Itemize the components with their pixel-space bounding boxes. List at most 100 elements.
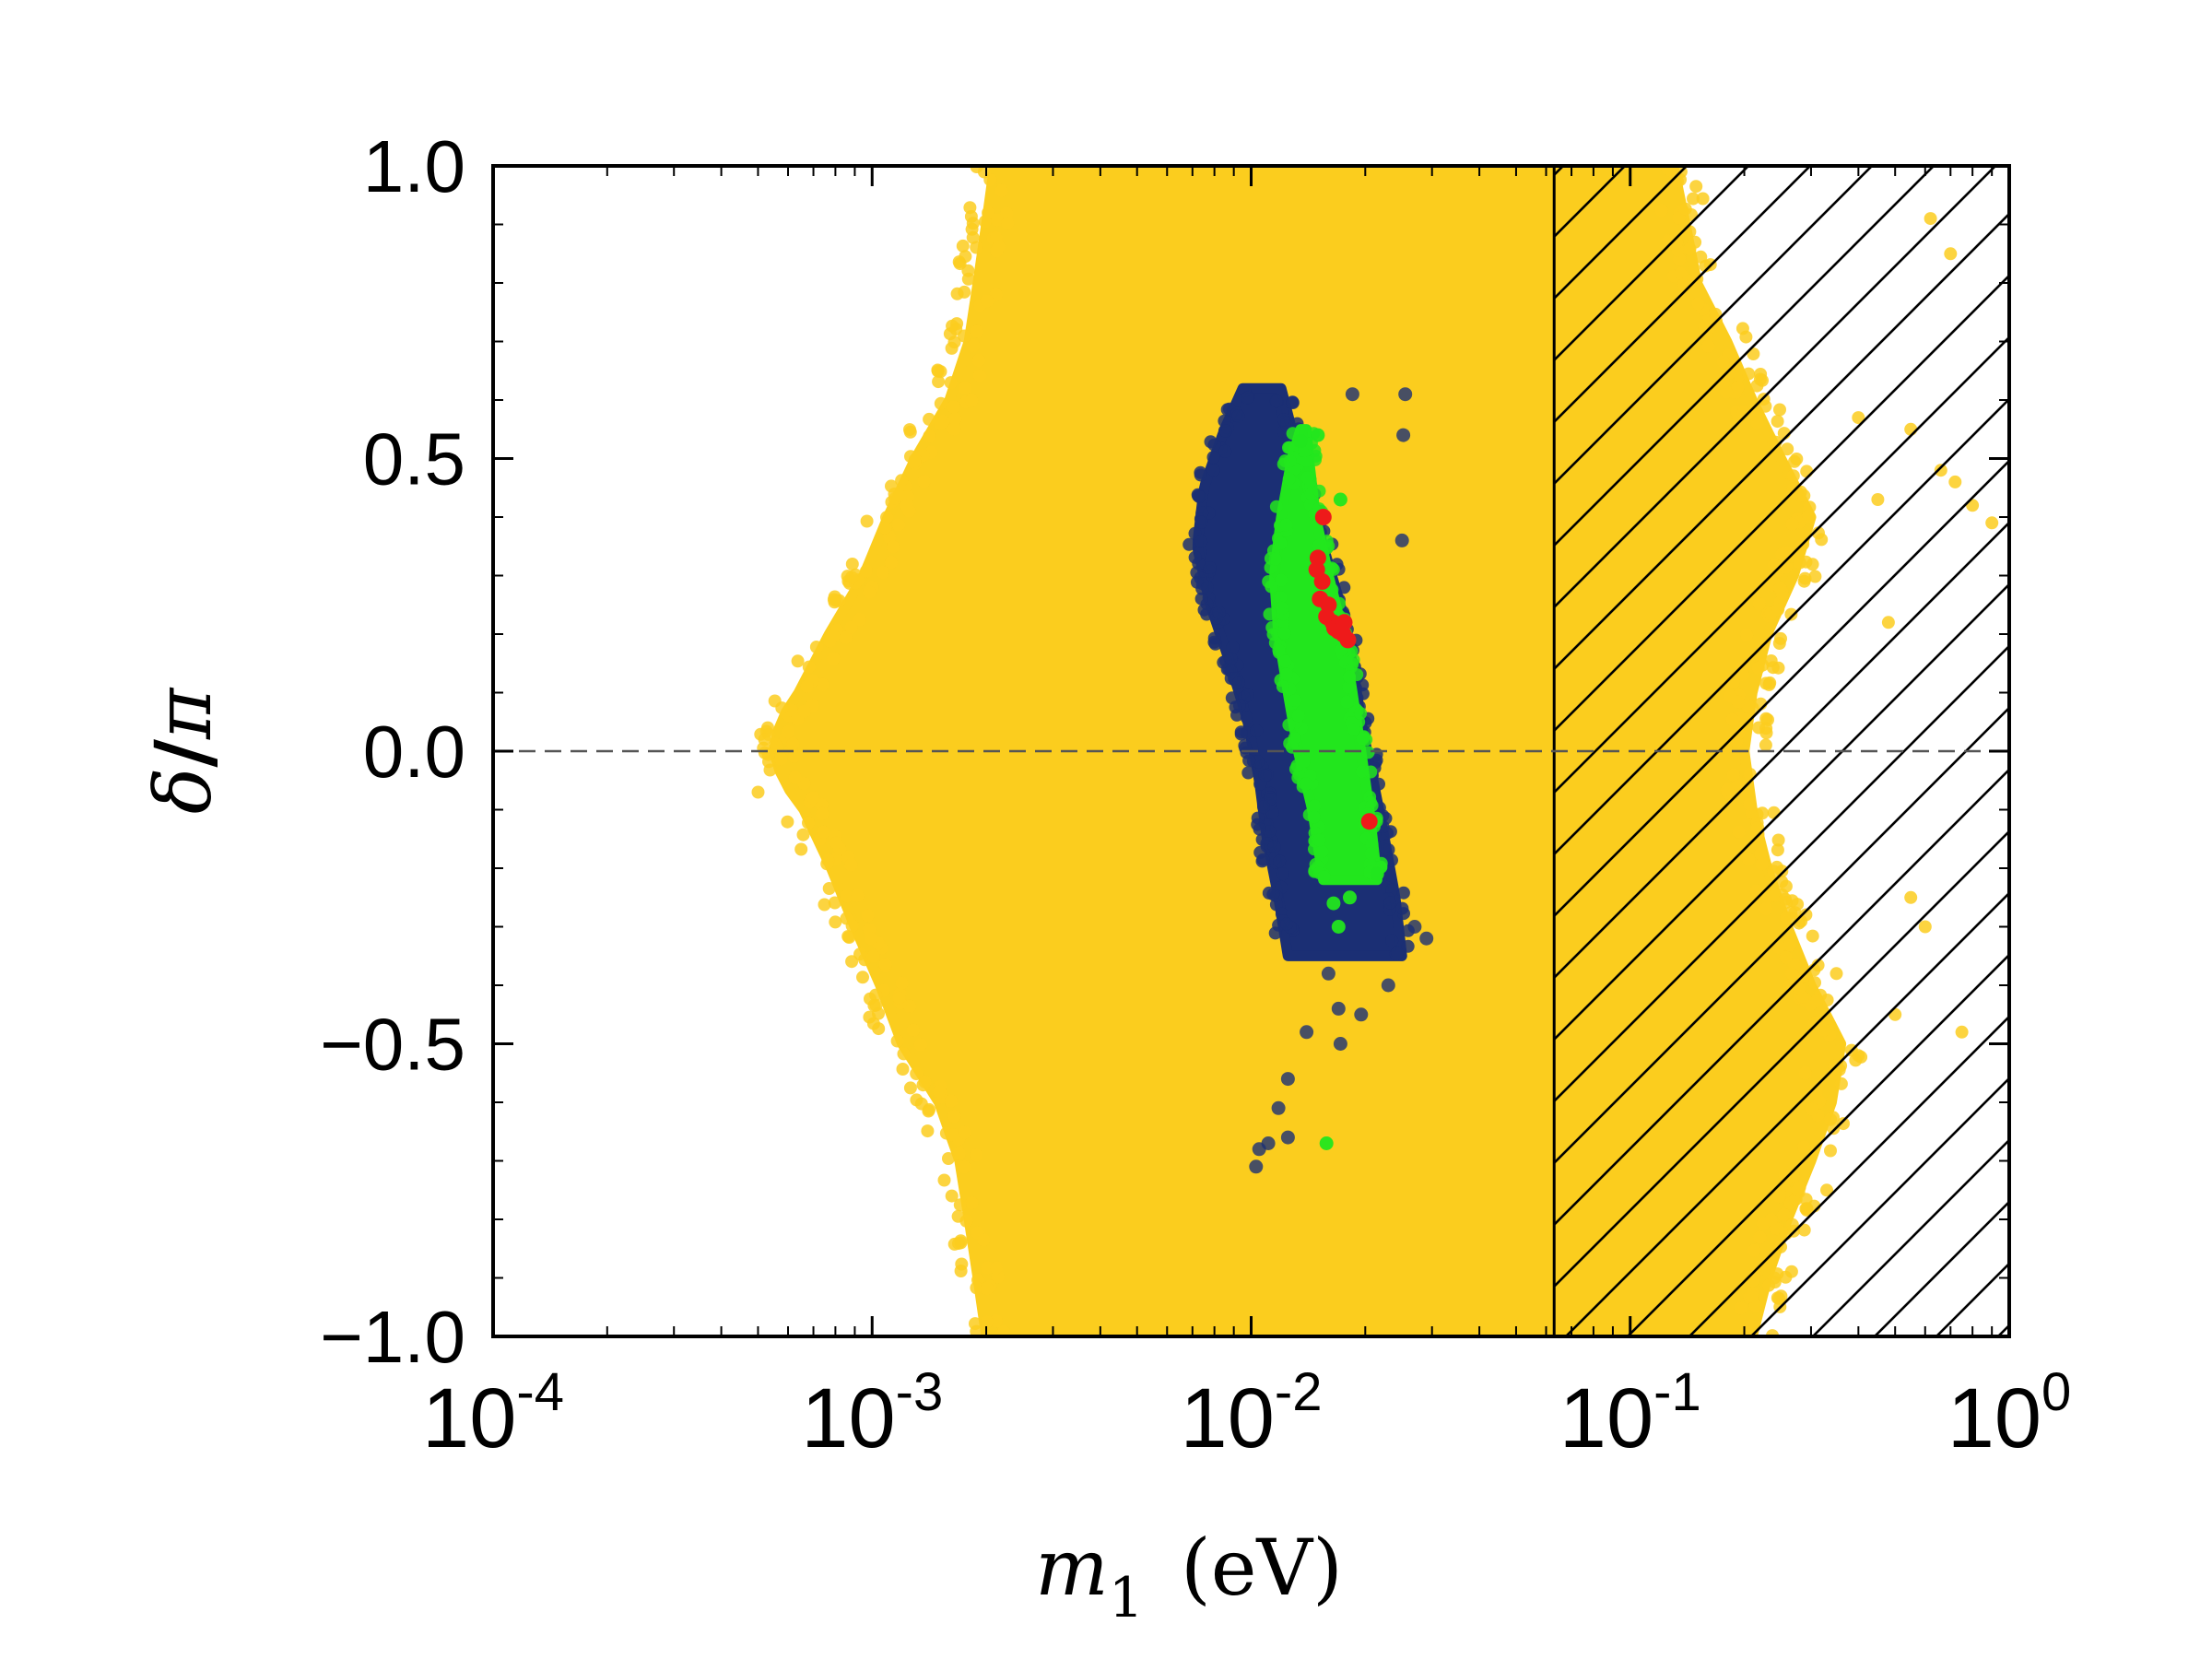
scatter-point xyxy=(900,499,913,512)
scatter-point xyxy=(1331,920,1346,934)
scatter-point xyxy=(869,988,883,1002)
scatter-point xyxy=(948,412,962,426)
scatter-point xyxy=(1297,755,1311,768)
scatter-point xyxy=(903,425,917,439)
x-tick-exponent: -2 xyxy=(1275,1362,1323,1422)
scatter-point xyxy=(1407,920,1422,934)
y-tick-labels: 1.0 0.5 0.0 −0.5 −1.0 xyxy=(320,125,465,1378)
scatter-point xyxy=(1312,833,1326,847)
scatter-point xyxy=(830,836,843,850)
scatter-point xyxy=(910,1067,924,1080)
scatter-point xyxy=(1203,561,1217,574)
scatter-point xyxy=(896,1063,910,1076)
scatter-point xyxy=(1345,387,1359,402)
scatter-point xyxy=(1263,825,1277,839)
x-tick-label: 10-1 xyxy=(1559,1362,1701,1465)
scatter-point xyxy=(1385,934,1399,947)
scatter-point xyxy=(918,1075,932,1088)
x-tick-exponent: 0 xyxy=(2041,1362,2071,1422)
scatter-point xyxy=(1267,840,1281,853)
scatter-point xyxy=(1207,635,1221,649)
series-red-points xyxy=(1308,509,1378,830)
scatter-point xyxy=(788,771,802,784)
scatter-point xyxy=(1231,409,1245,423)
scatter-point xyxy=(1307,810,1321,824)
y-tick-label: 1.0 xyxy=(363,125,465,207)
scatter-point xyxy=(1356,732,1370,746)
scatter-point xyxy=(1419,931,1434,946)
scatter-point xyxy=(1219,424,1232,438)
y-axis-separator: / xyxy=(137,739,229,768)
scatter-point xyxy=(891,518,905,532)
scatter-point xyxy=(845,571,859,584)
scatter-point xyxy=(751,785,765,799)
scatter-point xyxy=(945,341,959,355)
scatter-point xyxy=(1300,471,1314,485)
scatter-point xyxy=(958,1160,971,1174)
scatter-point xyxy=(1274,591,1288,605)
scatter-point xyxy=(933,1085,947,1099)
scatter-point xyxy=(809,641,823,653)
scatter-point xyxy=(1361,746,1375,759)
x-tick-exponent: -3 xyxy=(896,1362,944,1422)
x-axis-title: m1 (eV) xyxy=(1035,1523,1343,1630)
scatter-point xyxy=(959,382,971,395)
scatter-point xyxy=(1232,676,1245,689)
x-axis-symbol: m xyxy=(1035,1523,1109,1613)
scatter-point xyxy=(942,1152,955,1165)
scatter-point xyxy=(1242,754,1256,768)
scatter-point xyxy=(853,613,866,627)
scatter-point xyxy=(1279,518,1293,532)
scatter-point xyxy=(1280,1130,1295,1145)
scatter-point xyxy=(791,654,805,668)
scatter-point xyxy=(991,213,1005,227)
scatter-point xyxy=(844,620,858,634)
scatter-point xyxy=(965,1196,979,1210)
scatter-point xyxy=(1234,727,1248,741)
scatter-point xyxy=(1253,822,1266,836)
scatter-point xyxy=(1206,451,1220,465)
scatter-point xyxy=(1317,870,1331,884)
scatter-point xyxy=(931,363,945,377)
scatter-point xyxy=(1258,769,1272,782)
scatter-point xyxy=(786,737,800,751)
scatter-point xyxy=(977,1233,991,1247)
scatter-point xyxy=(937,1173,951,1187)
scatter-point xyxy=(1370,866,1384,881)
scatter-point xyxy=(1360,813,1378,830)
scatter-point xyxy=(829,915,842,929)
scatter-point xyxy=(903,1081,917,1095)
x-tick-base: 10 xyxy=(422,1371,516,1465)
scatter-point xyxy=(1300,453,1313,467)
x-tick-base: 10 xyxy=(801,1371,895,1465)
scatter-point xyxy=(1218,414,1231,428)
scatter-point xyxy=(1314,509,1332,525)
scatter-point xyxy=(1240,711,1253,724)
scatter-point xyxy=(1238,739,1252,752)
scatter-point xyxy=(971,324,983,338)
scatter-point xyxy=(907,1023,920,1037)
scatter-point xyxy=(1229,700,1242,714)
scatter-point xyxy=(1321,966,1335,981)
scatter-point xyxy=(972,369,986,382)
scatter-point xyxy=(851,888,865,902)
scatter-point xyxy=(890,1034,904,1048)
scatter-point xyxy=(958,1125,971,1139)
scatter-point xyxy=(816,806,830,820)
scatter-point xyxy=(994,183,1008,197)
scatter-point xyxy=(1326,896,1341,911)
x-tick-base: 10 xyxy=(1559,1371,1653,1465)
scatter-point xyxy=(1197,603,1211,617)
scatter-point xyxy=(827,652,841,665)
scatter-point xyxy=(1383,896,1396,910)
scatter-point xyxy=(980,1315,994,1329)
scatter-point xyxy=(945,1094,958,1108)
scatter-point xyxy=(908,454,922,468)
scatter-point xyxy=(892,991,906,1005)
scatter-point xyxy=(866,949,880,963)
scatter-point xyxy=(1293,433,1308,448)
x-tick-label: 10-2 xyxy=(1181,1362,1323,1465)
scatter-point xyxy=(1277,413,1290,427)
scatter-point xyxy=(1308,799,1322,813)
